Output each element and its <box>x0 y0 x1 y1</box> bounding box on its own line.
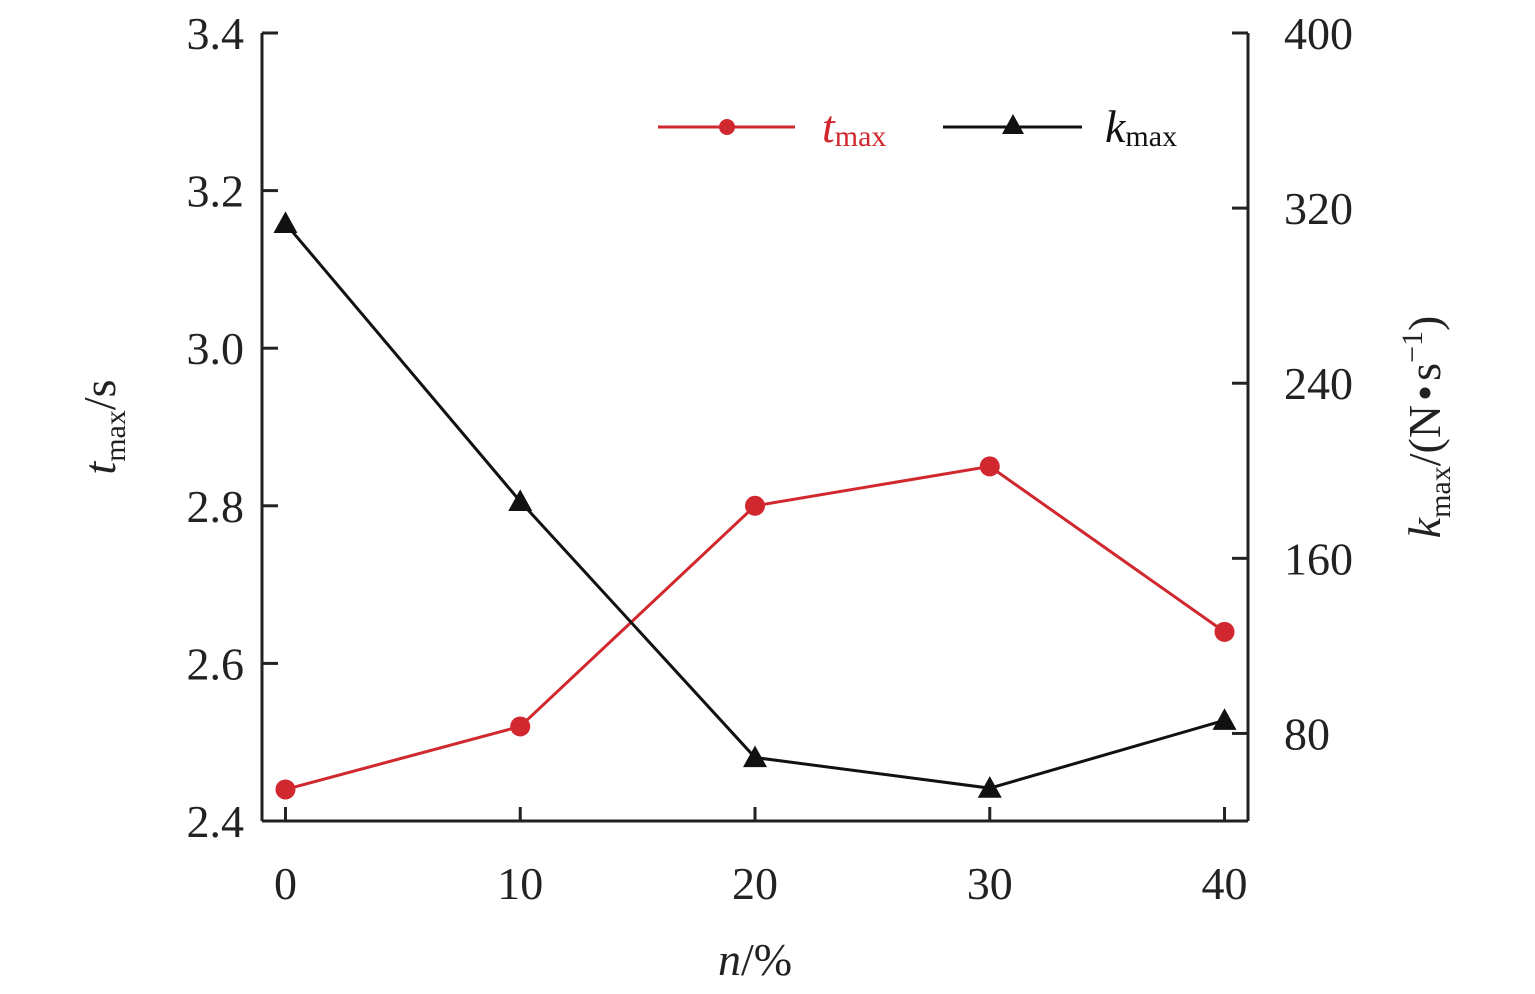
right-tick-label: 320 <box>1284 183 1353 234</box>
left-axis-title: tmax/s <box>74 379 132 474</box>
right-tick-label: 160 <box>1284 533 1353 584</box>
right-tick-label: 240 <box>1284 358 1353 409</box>
right-tick-label: 80 <box>1284 708 1330 759</box>
data-point-t-max <box>275 779 296 800</box>
right-axis-title: kmax/(N•s−1) <box>1396 316 1457 539</box>
data-point-k-max <box>273 211 298 234</box>
legend-label-k-max: kmax <box>1105 101 1177 153</box>
x-tick-label: 30 <box>967 858 1013 909</box>
x-tick-label: 0 <box>274 858 297 909</box>
left-tick-label: 3.4 <box>187 8 245 59</box>
x-tick-label: 10 <box>497 858 543 909</box>
data-point-t-max <box>979 456 1000 477</box>
right-tick-label: 400 <box>1284 8 1353 59</box>
data-point-k-max <box>743 745 767 768</box>
legend-marker-k-max <box>1002 114 1024 134</box>
data-point-t-max <box>745 495 765 516</box>
legend-label-t-max: tmax <box>822 101 886 153</box>
left-tick-label: 3.2 <box>187 166 245 217</box>
data-point-t-max <box>1214 621 1235 642</box>
axes: 2.4 2.6 2.8 3.0 3.2 3.4 80 160 240 320 400 0 10 20 30 4… <box>187 8 1354 909</box>
data-point-k-max <box>977 776 1002 798</box>
x-tick-label: 40 <box>1202 858 1248 909</box>
left-tick-label: 2.6 <box>187 638 245 689</box>
left-tick-label: 3.0 <box>187 323 245 374</box>
legend: tmax kmax <box>658 101 1177 153</box>
left-tick-label: 2.8 <box>187 481 245 532</box>
x-tick-label: 20 <box>732 858 778 909</box>
left-tick-label: 2.4 <box>187 796 245 847</box>
data-point-k-max <box>1212 708 1237 730</box>
legend-marker-t-max <box>719 119 735 135</box>
series-layer <box>273 211 1237 800</box>
data-point-k-max <box>508 489 533 512</box>
data-point-t-max <box>510 716 531 737</box>
x-axis-title: n/% <box>718 934 792 985</box>
